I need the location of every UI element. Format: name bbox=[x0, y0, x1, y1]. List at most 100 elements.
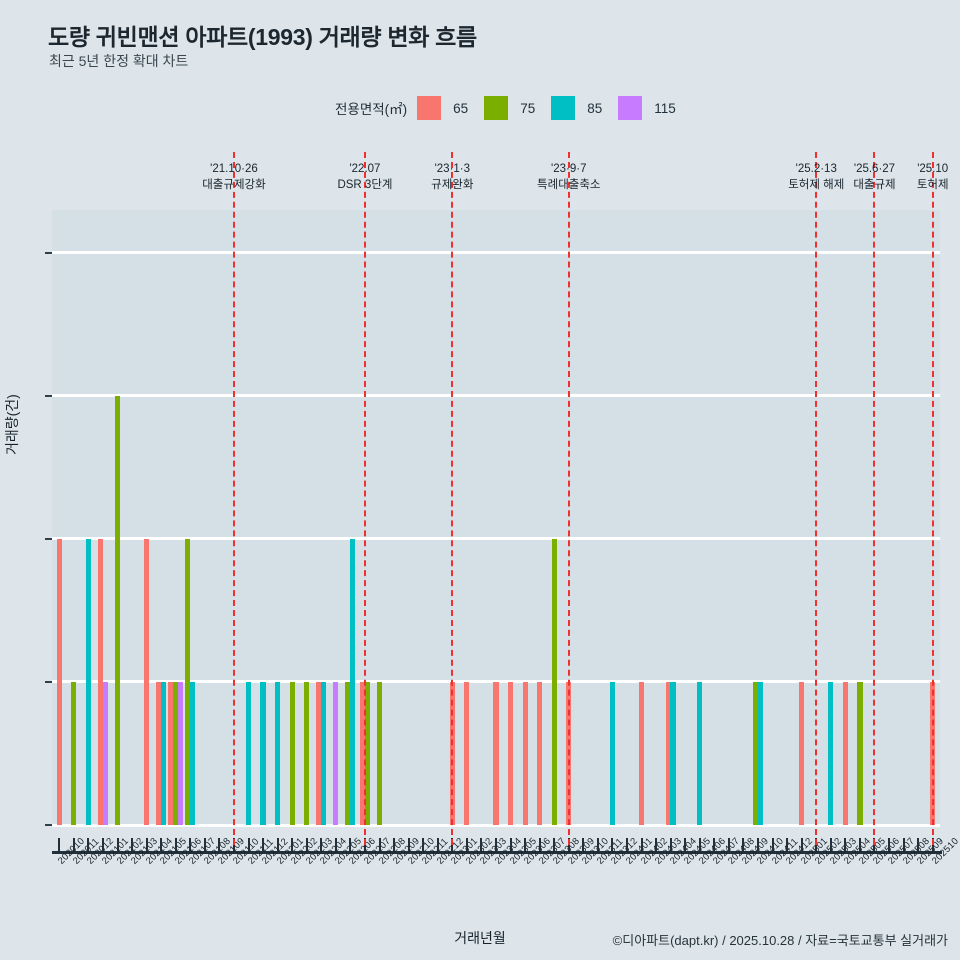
x-tick-202306 bbox=[524, 838, 527, 851]
bar-202410-75[interactable] bbox=[753, 681, 759, 825]
x-tick-202409 bbox=[742, 838, 745, 851]
x-tick-202303 bbox=[480, 838, 483, 851]
plot-area bbox=[52, 210, 940, 827]
x-tick-202201 bbox=[276, 838, 279, 851]
bar-202306-65[interactable] bbox=[522, 681, 528, 825]
bar-202206-85[interactable] bbox=[350, 538, 356, 825]
x-tick-202210 bbox=[407, 838, 410, 851]
y-tick-mark-3 bbox=[45, 394, 52, 397]
bar-202107-85[interactable] bbox=[190, 681, 196, 825]
x-tick-202412 bbox=[786, 838, 789, 851]
event-date-202301: '23·1·3 bbox=[434, 163, 471, 175]
bar-202104-65[interactable] bbox=[144, 538, 150, 825]
bar-202202-75[interactable] bbox=[289, 681, 295, 825]
bar-202207-75[interactable] bbox=[364, 681, 370, 825]
x-tick-202505 bbox=[858, 838, 861, 851]
x-tick-202504 bbox=[844, 838, 847, 851]
x-tick-202212 bbox=[436, 838, 439, 851]
event-line-202301 bbox=[451, 152, 454, 845]
bar-202302-65[interactable] bbox=[464, 681, 470, 825]
bar-202012-85[interactable] bbox=[85, 538, 91, 825]
event-line-202502 bbox=[815, 152, 818, 845]
x-tick-202109 bbox=[218, 838, 221, 851]
legend-swatch-85 bbox=[551, 96, 576, 120]
y-tick-mark-2 bbox=[45, 537, 52, 540]
x-tick-202406 bbox=[698, 838, 701, 851]
bar-202204-65[interactable] bbox=[316, 681, 322, 825]
bar-202106-65[interactable] bbox=[168, 681, 174, 825]
bar-202101-115[interactable] bbox=[102, 681, 108, 825]
legend-item-75[interactable]: 75 bbox=[484, 96, 551, 120]
x-tick-202407 bbox=[713, 838, 716, 851]
x-tick-202507 bbox=[888, 838, 891, 851]
bar-202107-75[interactable] bbox=[185, 538, 191, 825]
bar-202402-65[interactable] bbox=[638, 681, 645, 825]
bar-202205-115[interactable] bbox=[333, 681, 339, 825]
x-tick-202310 bbox=[582, 838, 585, 851]
bar-202201-85[interactable] bbox=[275, 681, 281, 825]
bar-202203-75[interactable] bbox=[304, 681, 310, 825]
event-line-202506 bbox=[873, 152, 876, 845]
bar-202106-115[interactable] bbox=[177, 681, 184, 825]
x-tick-202206 bbox=[349, 838, 352, 851]
event-text-202301: 규제완화 bbox=[431, 179, 474, 191]
event-date-202309: '23·9·7 bbox=[551, 163, 587, 175]
legend-item-65[interactable]: 65 bbox=[417, 96, 484, 120]
x-tick-202108 bbox=[203, 838, 206, 851]
bar-202503-85[interactable] bbox=[828, 681, 834, 825]
bar-202406-85[interactable] bbox=[697, 681, 703, 825]
event-annotation-202502: '25.2·13 토허제 해제 bbox=[756, 162, 876, 193]
bar-202404-85[interactable] bbox=[670, 681, 676, 825]
x-tick-202101 bbox=[101, 838, 104, 851]
bar-202111-85[interactable] bbox=[245, 681, 252, 825]
event-text-202110: 대출규제강화 bbox=[202, 179, 266, 191]
event-date-202502: '25.2·13 bbox=[795, 163, 837, 175]
x-tick-202402 bbox=[640, 838, 643, 851]
x-tick-202305 bbox=[509, 838, 512, 851]
event-annotation-202510: '25.10 토허제 bbox=[873, 162, 960, 193]
x-tick-202411 bbox=[771, 838, 774, 851]
legend-title: 전용면적(㎡) bbox=[335, 102, 408, 117]
bar-202404-65[interactable] bbox=[665, 681, 671, 825]
bar-202105-65[interactable] bbox=[156, 681, 162, 825]
x-tick-202204 bbox=[320, 838, 323, 851]
x-tick-202011 bbox=[72, 838, 75, 851]
legend-label-65: 65 bbox=[453, 100, 469, 116]
x-tick-202106 bbox=[174, 838, 177, 851]
x-axis-line bbox=[52, 851, 942, 854]
bar-202105-85[interactable] bbox=[160, 681, 167, 825]
x-tick-202012 bbox=[87, 838, 90, 851]
legend-item-85[interactable]: 85 bbox=[551, 96, 618, 120]
event-annotation-202309: '23·9·7 특례대출축소 bbox=[509, 162, 629, 193]
bar-202011-75[interactable] bbox=[71, 681, 77, 825]
bar-202304-65[interactable] bbox=[493, 681, 499, 825]
bar-202101-65[interactable] bbox=[97, 538, 104, 825]
bar-202112-85[interactable] bbox=[260, 681, 266, 825]
x-tick-202203 bbox=[305, 838, 308, 851]
x-tick-202105 bbox=[160, 838, 163, 851]
bar-202010-65[interactable] bbox=[56, 538, 62, 825]
x-tick-202010 bbox=[58, 838, 61, 851]
x-tick-202404 bbox=[669, 838, 672, 851]
bar-202206-75[interactable] bbox=[345, 681, 351, 825]
bar-202204-85[interactable] bbox=[321, 681, 327, 825]
bar-202305-65[interactable] bbox=[507, 681, 514, 825]
bar-202308-75[interactable] bbox=[551, 538, 557, 825]
x-tick-202304 bbox=[495, 838, 497, 851]
bar-202505-75[interactable] bbox=[857, 681, 863, 825]
chart-footer: ©디아파트(dapt.kr) / 2025.10.28 / 자료=국토교통부 실… bbox=[612, 933, 948, 948]
bar-202106-75[interactable] bbox=[173, 681, 179, 825]
x-tick-202208 bbox=[378, 838, 381, 851]
bar-202102-75[interactable] bbox=[114, 395, 121, 825]
event-text-202502: 토허제 해제 bbox=[788, 179, 845, 191]
bar-202410-85[interactable] bbox=[757, 681, 763, 825]
bar-202208-75[interactable] bbox=[376, 681, 383, 825]
bar-202501-65[interactable] bbox=[799, 681, 805, 825]
legend-item-115[interactable]: 115 bbox=[618, 96, 692, 120]
event-text-202510: 토허제 bbox=[916, 179, 949, 191]
bar-202312-85[interactable] bbox=[609, 681, 616, 825]
bar-202307-65[interactable] bbox=[537, 681, 543, 825]
bar-202504-65[interactable] bbox=[842, 681, 848, 825]
bar-202207-65[interactable] bbox=[359, 681, 366, 825]
